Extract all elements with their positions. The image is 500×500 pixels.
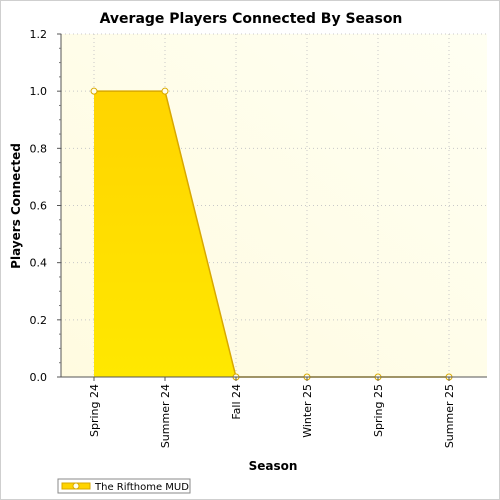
chart-title: Average Players Connected By Season [100,11,403,27]
x-axis-title: Season [249,459,298,473]
y-axis-title: Players Connected [9,143,23,269]
axes [57,33,487,381]
data-point-1 [90,87,98,95]
legend-label: The Rifthome MUD [94,482,189,493]
y-tick-label: 0.4 [30,257,48,270]
x-tick-label: Winter 25 [301,384,314,438]
x-tick-label: Summer 24 [159,384,172,448]
y-tick-label: 0.8 [30,142,48,155]
series-markers [90,87,453,381]
y-tick-labels: 0.0 0.2 0.4 0.6 0.8 1.0 1.2 [30,28,48,384]
x-tick-labels: Spring 24 Summer 24 Fall 24 Winter 25 Spring… [88,384,456,448]
legend-marker [72,482,80,490]
x-tick-label: Summer 25 [443,384,456,448]
y-tick-label: 1.0 [30,85,48,98]
x-tick-label: Spring 25 [372,384,385,437]
x-tick-label: Fall 24 [230,384,243,420]
data-point-2 [161,87,169,95]
x-tick-label: Spring 24 [88,384,101,437]
y-tick-label: 0.6 [30,200,48,213]
y-tick-label: 1.2 [30,28,48,41]
y-tick-label: 0.2 [30,314,48,327]
y-tick-label: 0.0 [30,371,48,384]
legend-box [57,478,191,494]
legend: The Rifthome MUD [57,478,191,494]
